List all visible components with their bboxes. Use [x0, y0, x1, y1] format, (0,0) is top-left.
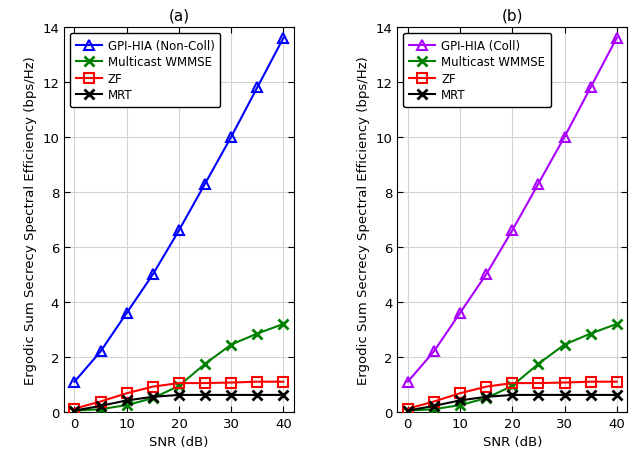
MRT — [508, 392, 516, 398]
MRT — [70, 408, 78, 413]
Multicast WMMSE — [123, 402, 131, 408]
MRT — [253, 392, 261, 398]
Multicast WMMSE — [97, 407, 104, 412]
GPI-HIA (Non-Coll) — [253, 85, 261, 91]
Legend: GPI-HIA (Coll), Multicast WMMSE, ZF, MRT: GPI-HIA (Coll), Multicast WMMSE, ZF, MRT — [403, 34, 551, 108]
ZF — [483, 384, 490, 389]
MRT — [149, 394, 157, 400]
MRT — [280, 392, 287, 398]
Multicast WMMSE — [149, 395, 157, 401]
Line: ZF: ZF — [403, 377, 621, 413]
ZF — [227, 380, 235, 386]
Line: MRT: MRT — [403, 390, 621, 416]
ZF — [587, 379, 595, 385]
Line: Multicast WMMSE: Multicast WMMSE — [70, 319, 288, 416]
Multicast WMMSE — [430, 407, 438, 412]
MRT — [97, 403, 104, 409]
ZF — [201, 381, 209, 386]
X-axis label: SNR (dB): SNR (dB) — [483, 435, 542, 448]
MRT — [404, 408, 412, 413]
GPI-HIA (Coll) — [456, 311, 464, 316]
MRT — [534, 392, 542, 398]
ZF — [613, 379, 621, 385]
ZF — [508, 381, 516, 386]
Multicast WMMSE — [613, 321, 621, 327]
MRT — [175, 392, 183, 398]
Multicast WMMSE — [508, 383, 516, 389]
GPI-HIA (Non-Coll) — [175, 228, 183, 234]
ZF — [149, 384, 157, 389]
Multicast WMMSE — [534, 361, 542, 367]
GPI-HIA (Coll) — [404, 379, 412, 385]
Multicast WMMSE — [70, 408, 78, 413]
GPI-HIA (Non-Coll) — [280, 36, 287, 42]
Multicast WMMSE — [253, 331, 261, 337]
GPI-HIA (Coll) — [508, 228, 516, 234]
ZF — [253, 379, 261, 385]
ZF — [456, 391, 464, 396]
Multicast WMMSE — [456, 402, 464, 408]
GPI-HIA (Non-Coll) — [70, 379, 78, 385]
MRT — [430, 403, 438, 409]
MRT — [561, 392, 568, 398]
Line: Multicast WMMSE: Multicast WMMSE — [403, 319, 621, 416]
MRT — [201, 392, 209, 398]
Line: MRT: MRT — [70, 390, 288, 416]
ZF — [404, 406, 412, 412]
Line: GPI-HIA (Coll): GPI-HIA (Coll) — [403, 34, 621, 387]
ZF — [70, 406, 78, 412]
GPI-HIA (Coll) — [430, 349, 438, 355]
Legend: GPI-HIA (Non-Coll), Multicast WMMSE, ZF, MRT: GPI-HIA (Non-Coll), Multicast WMMSE, ZF,… — [70, 34, 220, 108]
GPI-HIA (Non-Coll) — [201, 181, 209, 187]
GPI-HIA (Coll) — [561, 135, 568, 140]
MRT — [613, 392, 621, 398]
ZF — [534, 381, 542, 386]
Title: (a): (a) — [168, 9, 189, 24]
Multicast WMMSE — [404, 408, 412, 413]
Multicast WMMSE — [561, 342, 568, 348]
Line: GPI-HIA (Non-Coll): GPI-HIA (Non-Coll) — [70, 34, 288, 387]
GPI-HIA (Coll) — [483, 272, 490, 278]
ZF — [123, 391, 131, 396]
ZF — [430, 399, 438, 404]
MRT — [123, 398, 131, 403]
GPI-HIA (Coll) — [613, 36, 621, 42]
GPI-HIA (Non-Coll) — [227, 135, 235, 140]
MRT — [587, 392, 595, 398]
GPI-HIA (Coll) — [534, 181, 542, 187]
Multicast WMMSE — [175, 383, 183, 389]
Multicast WMMSE — [201, 361, 209, 367]
Line: ZF: ZF — [70, 377, 288, 413]
Multicast WMMSE — [483, 395, 490, 401]
ZF — [175, 381, 183, 386]
MRT — [456, 398, 464, 403]
Multicast WMMSE — [587, 331, 595, 337]
ZF — [280, 379, 287, 385]
Title: (b): (b) — [502, 9, 523, 24]
Multicast WMMSE — [280, 321, 287, 327]
GPI-HIA (Non-Coll) — [97, 349, 104, 355]
ZF — [561, 380, 568, 386]
ZF — [97, 399, 104, 404]
GPI-HIA (Non-Coll) — [123, 311, 131, 316]
GPI-HIA (Coll) — [587, 85, 595, 91]
MRT — [227, 392, 235, 398]
Y-axis label: Ergodic Sum Secrecy Spectral Efficiency (bps/Hz): Ergodic Sum Secrecy Spectral Efficiency … — [24, 56, 36, 384]
Y-axis label: Ergodic Sum Secrecy Spectral Efficiency (bps/Hz): Ergodic Sum Secrecy Spectral Efficiency … — [357, 56, 370, 384]
X-axis label: SNR (dB): SNR (dB) — [149, 435, 209, 448]
GPI-HIA (Non-Coll) — [149, 272, 157, 278]
MRT — [483, 394, 490, 400]
Multicast WMMSE — [227, 342, 235, 348]
